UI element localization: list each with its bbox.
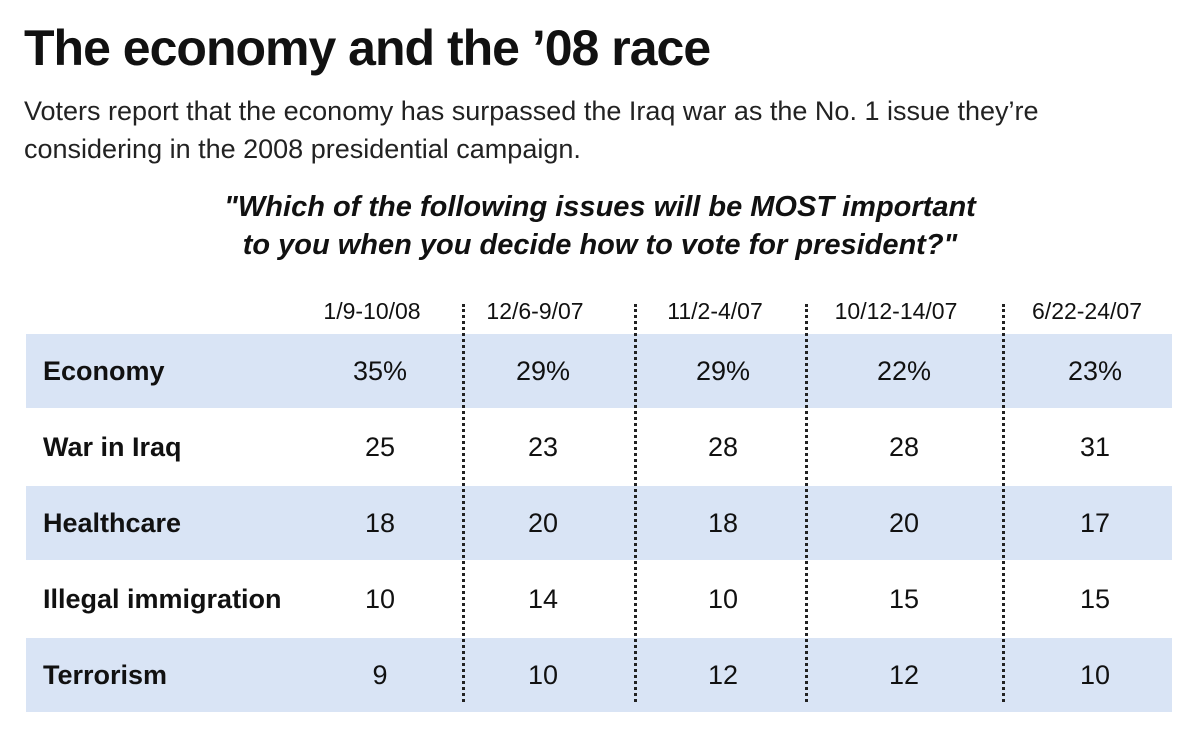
table-cell: 12: [888, 660, 920, 690]
table-cell: 22%: [876, 356, 932, 386]
table-cell: 14: [527, 584, 559, 614]
table-cell: 15: [1079, 584, 1111, 614]
table-cell: 23%: [1067, 356, 1123, 386]
column-divider: [462, 304, 465, 702]
table-row: Healthcare 18 20 18 20 17: [26, 486, 1172, 560]
column-header: 10/12-14/07: [834, 298, 958, 324]
table-cell: 28: [888, 432, 920, 462]
table-cell: 10: [364, 584, 396, 614]
table-cell: 15: [888, 584, 920, 614]
survey-question: "Which of the following issues will be M…: [0, 188, 1200, 264]
column-header: 1/9-10/08: [323, 298, 421, 324]
table-cell: 31: [1079, 432, 1111, 462]
row-label: Illegal immigration: [43, 584, 282, 614]
column-header: 11/2-4/07: [667, 298, 763, 324]
column-header: 6/22-24/07: [1032, 298, 1142, 324]
column-divider: [634, 304, 637, 702]
survey-question-line-2: to you when you decide how to vote for p…: [242, 229, 958, 261]
column-divider: [805, 304, 808, 702]
chart-subtitle: Voters report that the economy has surpa…: [24, 96, 1039, 164]
table-cell: 17: [1079, 508, 1111, 538]
table-cell: 28: [707, 432, 739, 462]
table-cell: 25: [364, 432, 396, 462]
table-cell: 9: [372, 660, 388, 690]
table-cell: 10: [527, 660, 559, 690]
table-cell: 29%: [695, 356, 751, 386]
table-cell: 20: [888, 508, 920, 538]
chart-title: The economy and the ’08 race: [24, 20, 711, 76]
table-cell: 35%: [352, 356, 408, 386]
table-cell: 20: [527, 508, 559, 538]
table-row: Illegal immigration 10 14 10 15 15: [26, 562, 1172, 636]
table-cell: 10: [1079, 660, 1111, 690]
table-row: War in Iraq 25 23 28 28 31: [26, 410, 1172, 484]
table-cell: 10: [707, 584, 739, 614]
table-cell: 23: [527, 432, 559, 462]
table-cell: 29%: [515, 356, 571, 386]
column-header: 12/6-9/07: [486, 298, 584, 324]
survey-question-line-1: "Which of the following issues will be M…: [224, 191, 976, 223]
row-label: Healthcare: [43, 508, 182, 538]
table-cell: 18: [707, 508, 739, 538]
row-label: War in Iraq: [43, 432, 182, 462]
row-label: Terrorism: [43, 660, 168, 690]
row-label: Economy: [43, 356, 165, 386]
table-cell: 18: [364, 508, 396, 538]
table-cell: 12: [707, 660, 739, 690]
poll-table: 1/9-10/08 12/6-9/07 11/2-4/07 10/12-14/07 6/…: [26, 292, 1172, 712]
table-row: Economy 35% 29% 29% 22% 23%: [26, 334, 1172, 408]
table-row: Terrorism 9 10 12 12 10: [26, 638, 1172, 712]
column-divider: [1002, 304, 1005, 702]
